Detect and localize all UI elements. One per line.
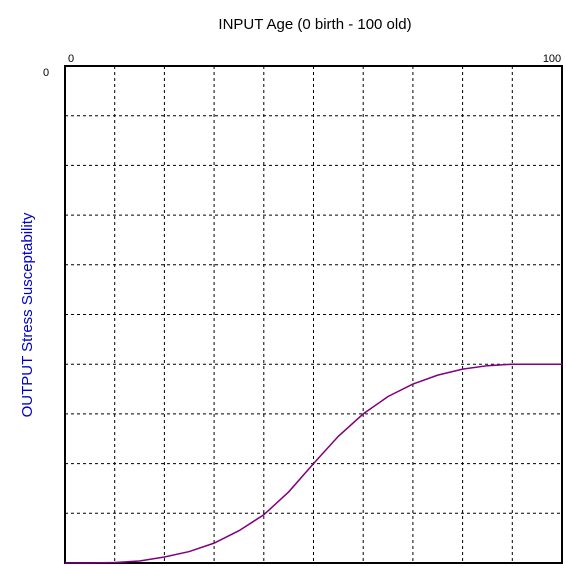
plot-frame xyxy=(64,65,563,564)
chart-title: INPUT Age (0 birth - 100 old) xyxy=(218,16,411,33)
y-axis-label: OUTPUT Stress Susceptability xyxy=(19,212,36,417)
y-tick-label: 0 xyxy=(43,67,49,79)
x-tick-label: 100 xyxy=(543,53,561,65)
data-line xyxy=(65,363,562,564)
x-tick-label: 0 xyxy=(68,53,74,65)
